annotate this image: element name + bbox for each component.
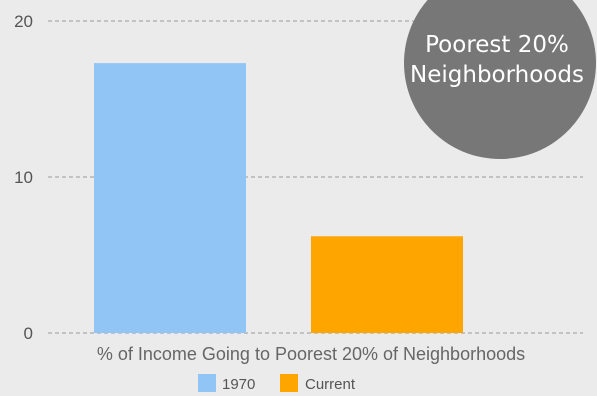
bar-1970 <box>94 63 246 334</box>
legend-label-1970: 1970 <box>222 376 255 393</box>
y-tick-label-10: 10 <box>14 168 33 187</box>
legend-label-current: Current <box>305 376 356 393</box>
legend-swatch-1970 <box>198 374 216 392</box>
y-tick-label-20: 20 <box>14 12 33 31</box>
legend: 1970 Current <box>198 374 356 393</box>
x-axis-label: % of Income Going to Poorest 20% of Neig… <box>97 344 525 364</box>
badge-circle <box>404 0 596 159</box>
badge-line-2: Neighborhoods <box>410 62 584 88</box>
badge: Poorest 20% Neighborhoods <box>404 0 596 159</box>
bar-current <box>311 236 463 333</box>
legend-swatch-current <box>280 374 298 392</box>
badge-line-1: Poorest 20% <box>425 32 569 58</box>
bars <box>94 63 463 334</box>
y-axis-ticks: 0 10 20 <box>14 12 33 343</box>
y-tick-label-0: 0 <box>24 324 33 343</box>
